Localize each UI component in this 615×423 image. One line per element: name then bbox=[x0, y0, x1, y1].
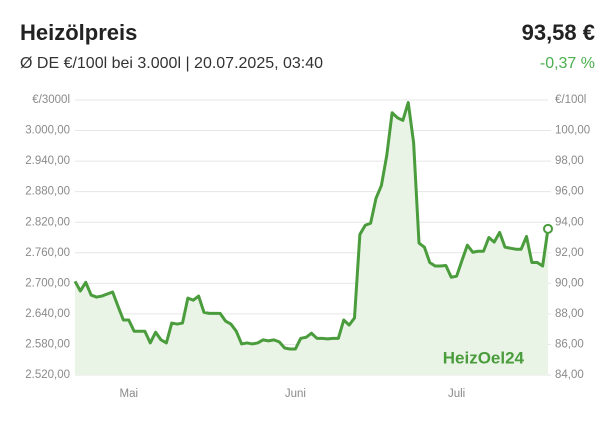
y-tick-label: 2.940,00 bbox=[25, 155, 70, 167]
y2-tick-label: 96,00 bbox=[555, 186, 584, 198]
change: -0,37 % bbox=[540, 55, 595, 72]
y2-tick-label: 86,00 bbox=[555, 338, 584, 350]
y2-tick-label: 88,00 bbox=[555, 308, 584, 320]
y-tick-label: 2.520,00 bbox=[25, 369, 70, 381]
y2-unit: €/100l bbox=[555, 94, 586, 106]
watermark: HeizOel24 bbox=[443, 348, 525, 367]
y2-tick-label: 92,00 bbox=[555, 247, 584, 259]
y-tick-label: 2.580,00 bbox=[25, 338, 70, 350]
y2-tick-label: 98,00 bbox=[555, 155, 584, 167]
y-tick-label: 2.640,00 bbox=[25, 308, 70, 320]
y2-tick-label: 100,00 bbox=[555, 125, 590, 137]
y-tick-label: 2.880,00 bbox=[25, 186, 70, 198]
x-tick-label: Juli bbox=[448, 388, 465, 400]
y-tick-label: 2.760,00 bbox=[25, 247, 70, 259]
x-tick-label: Juni bbox=[285, 388, 306, 400]
price: 93,58 € bbox=[522, 20, 595, 45]
x-tick-label: Mai bbox=[119, 388, 138, 400]
area bbox=[75, 102, 548, 375]
y2-tick-label: 84,00 bbox=[555, 369, 584, 381]
y-tick-label: 2.820,00 bbox=[25, 216, 70, 228]
y2-tick-label: 90,00 bbox=[555, 277, 584, 289]
y-tick-label: 2.700,00 bbox=[25, 277, 70, 289]
title: Heizölpreis bbox=[20, 20, 137, 45]
subtitle: Ø DE €/100l bei 3.000l | 20.07.2025, 03:… bbox=[20, 55, 323, 72]
y-tick-label: 3.000,00 bbox=[25, 125, 70, 137]
y-unit: €/3000l bbox=[32, 94, 70, 106]
line bbox=[73, 101, 550, 351]
end-point bbox=[543, 223, 553, 234]
y2-tick-label: 94,00 bbox=[555, 216, 584, 228]
